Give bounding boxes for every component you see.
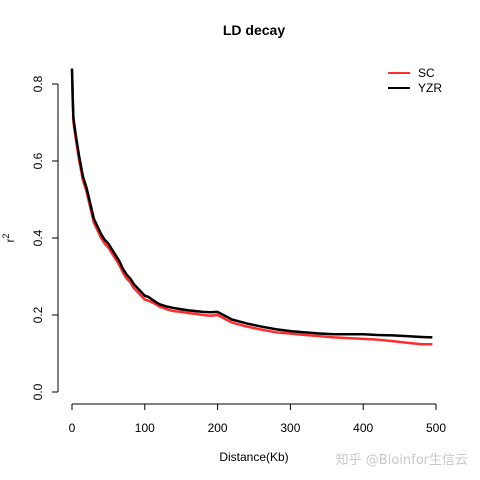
chart-title: LD decay — [223, 22, 285, 38]
series-line-sc — [70, 68, 433, 346]
y-axis: 0.0 0.2 0.4 0.6 0.8 — [31, 75, 59, 400]
legend-label-yzr: YZR — [418, 81, 442, 95]
legend: SC YZR — [388, 66, 442, 95]
legend-label-sc: SC — [418, 66, 435, 80]
y-axis-label-superscript: 2 — [1, 233, 11, 238]
x-tick-label-200: 200 — [208, 421, 228, 435]
x-tick-label-300: 300 — [280, 421, 300, 435]
x-tick-label-100: 100 — [135, 421, 155, 435]
y-tick-label-0.4: 0.4 — [31, 229, 45, 246]
y-tick-label-0.6: 0.6 — [31, 152, 45, 169]
series-layer — [70, 68, 433, 346]
series-line-yzr — [70, 68, 433, 339]
y-tick-label-0.8: 0.8 — [31, 75, 45, 92]
y-axis-label: r2 — [1, 233, 17, 242]
x-tick-label-0: 0 — [69, 421, 76, 435]
watermark-text: 知乎 @Bioinfor生信云 — [336, 452, 468, 468]
x-axis-label: Distance(Kb) — [219, 450, 288, 464]
y-axis-label-base: r — [3, 239, 17, 243]
x-tick-label-500: 500 — [426, 421, 446, 435]
x-tick-label-400: 400 — [353, 421, 373, 435]
y-tick-label-0.2: 0.2 — [31, 306, 45, 323]
y-tick-label-0.0: 0.0 — [31, 383, 45, 400]
x-axis: 0 100 200 300 400 500 — [69, 403, 446, 435]
